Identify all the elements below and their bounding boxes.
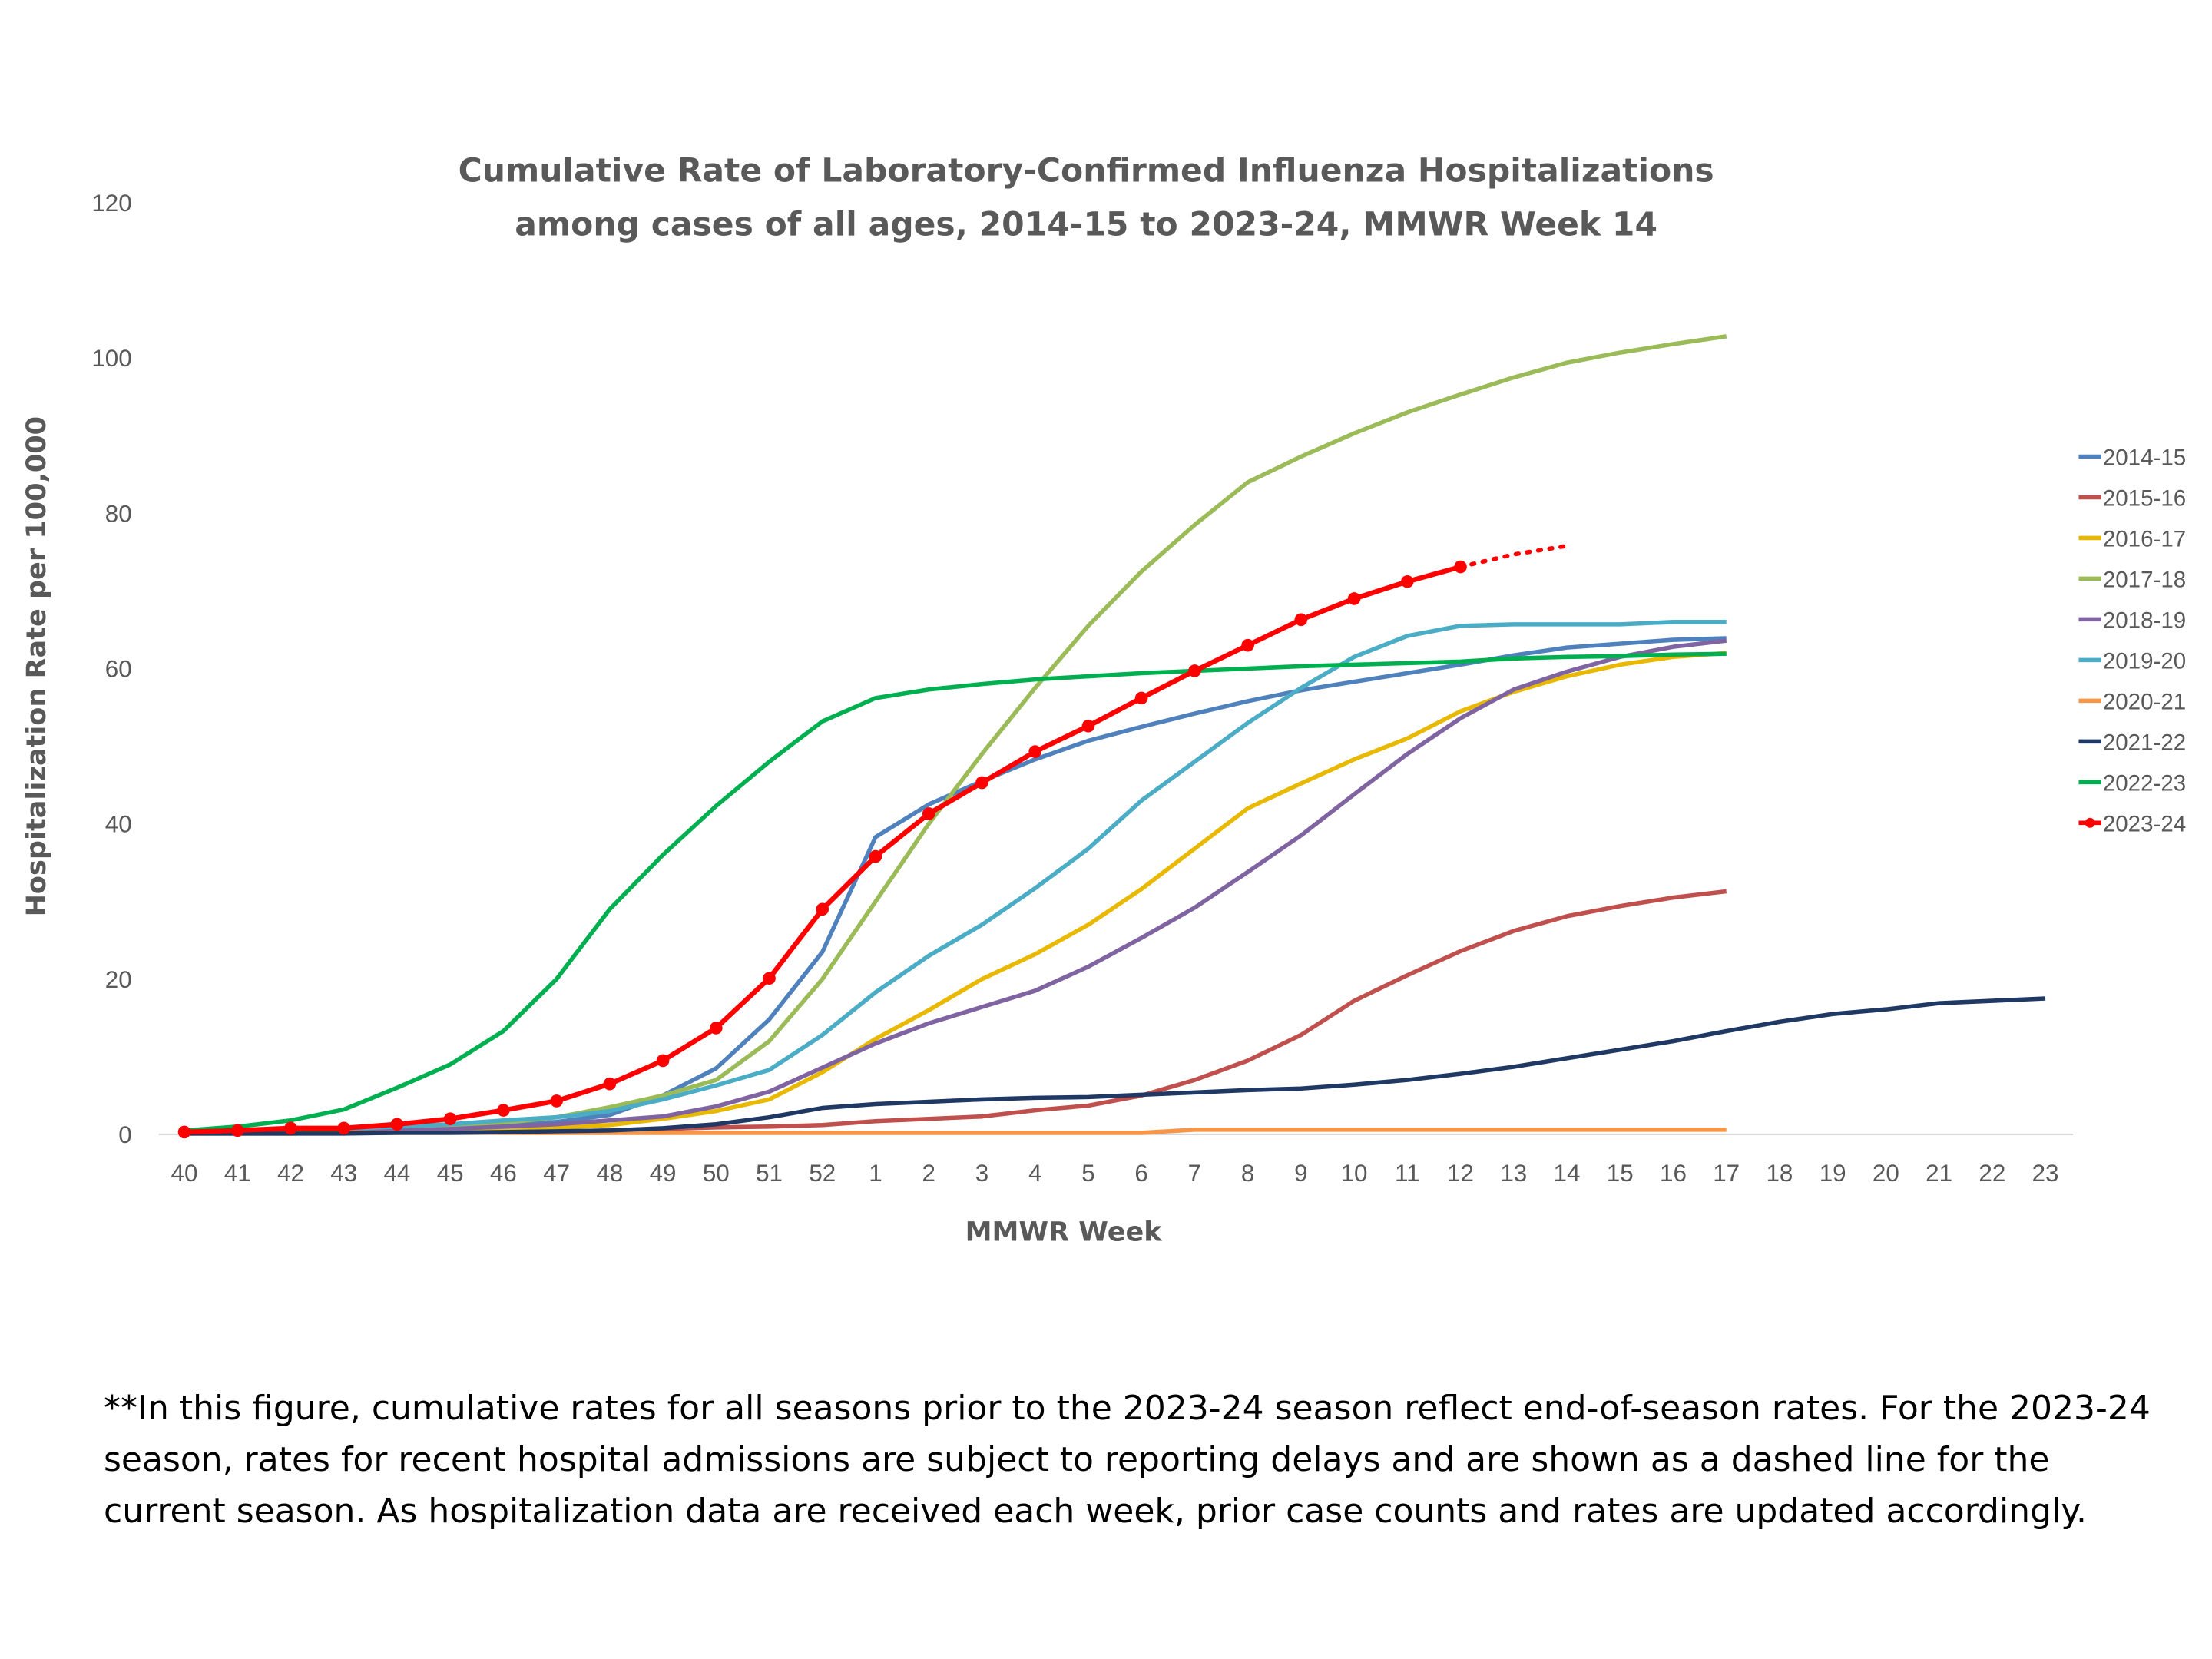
data-point-2023-24 bbox=[1294, 613, 1308, 627]
x-tick-label: 40 bbox=[171, 1160, 198, 1187]
data-point-2023-24 bbox=[1241, 638, 1254, 652]
series-line-2019-20 bbox=[184, 620, 1727, 1135]
x-tick-label: 15 bbox=[1607, 1160, 1634, 1187]
series-line-2021-22 bbox=[184, 996, 2046, 1136]
x-tick-label: 8 bbox=[1241, 1160, 1254, 1187]
x-tick-label: 7 bbox=[1188, 1160, 1201, 1187]
y-axis-label: Hospitalization Rate per 100,000 bbox=[21, 416, 52, 916]
y-tick-label: 20 bbox=[105, 966, 132, 993]
y-tick-label: 120 bbox=[91, 190, 131, 217]
data-point-2023-24 bbox=[284, 1121, 297, 1135]
data-point-2023-24 bbox=[550, 1094, 563, 1108]
y-tick-label: 80 bbox=[105, 500, 132, 527]
x-tick-label: 48 bbox=[596, 1160, 623, 1187]
legend-label: 2021-22 bbox=[2103, 730, 2186, 755]
legend-label: 2017-18 bbox=[2103, 567, 2186, 592]
x-tick-label: 2 bbox=[922, 1160, 935, 1187]
x-tick-label: 14 bbox=[1554, 1160, 1581, 1187]
data-point-2023-24 bbox=[603, 1077, 617, 1091]
data-point-2023-24 bbox=[656, 1054, 670, 1068]
legend-label: 2016-17 bbox=[2103, 527, 2186, 552]
x-tick-label: 4 bbox=[1028, 1160, 1041, 1187]
x-tick-label: 10 bbox=[1341, 1160, 1368, 1187]
legend-label: 2019-20 bbox=[2103, 648, 2186, 674]
x-tick-label: 42 bbox=[277, 1160, 304, 1187]
x-tick-label: 18 bbox=[1766, 1160, 1793, 1187]
data-point-2023-24 bbox=[1188, 664, 1201, 677]
data-point-2023-24 bbox=[1134, 691, 1148, 705]
series-line-2022-23 bbox=[184, 651, 1727, 1133]
data-point-2023-24 bbox=[1081, 719, 1095, 733]
data-point-2023-24 bbox=[443, 1112, 457, 1126]
series-line-2016-17 bbox=[184, 651, 1727, 1136]
legend-marker bbox=[2085, 817, 2095, 828]
legend-label: 2023-24 bbox=[2103, 811, 2186, 836]
x-tick-label: 20 bbox=[1873, 1160, 1899, 1187]
x-tick-label: 13 bbox=[1500, 1160, 1527, 1187]
x-tick-label: 1 bbox=[869, 1160, 882, 1187]
legend-label: 2015-16 bbox=[2103, 486, 2186, 512]
x-tick-label: 11 bbox=[1395, 1160, 1420, 1187]
x-tick-label: 9 bbox=[1294, 1160, 1307, 1187]
x-tick-label: 50 bbox=[703, 1160, 730, 1187]
x-tick-label: 45 bbox=[437, 1160, 464, 1187]
legend-label: 2022-23 bbox=[2103, 770, 2186, 796]
series-line-2018-19 bbox=[184, 638, 1727, 1136]
x-tick-label: 44 bbox=[383, 1160, 410, 1187]
data-point-2023-24 bbox=[390, 1118, 404, 1131]
x-tick-label: 12 bbox=[1447, 1160, 1474, 1187]
data-point-2023-24 bbox=[1347, 592, 1361, 605]
data-point-2023-24 bbox=[922, 807, 935, 820]
data-point-2023-24 bbox=[1401, 575, 1414, 588]
y-tick-label: 0 bbox=[118, 1121, 131, 1148]
x-tick-label: 23 bbox=[2032, 1160, 2059, 1187]
data-point-2023-24 bbox=[869, 849, 882, 863]
data-point-2023-24 bbox=[1028, 745, 1041, 758]
chart-title-line-2: among cases of all ages, 2014-15 to 2023… bbox=[515, 206, 1657, 243]
data-point-2023-24 bbox=[975, 776, 988, 790]
legend-label: 2014-15 bbox=[2103, 445, 2186, 471]
data-point-2023-24 bbox=[1454, 560, 1467, 574]
data-point-2023-24 bbox=[230, 1124, 244, 1137]
x-tick-label: 43 bbox=[330, 1160, 357, 1187]
x-tick-label: 49 bbox=[650, 1160, 677, 1187]
footnote: **In this figure, cumulative rates for a… bbox=[104, 1389, 2151, 1531]
x-tick-label: 16 bbox=[1660, 1160, 1687, 1187]
series-line-2014-15 bbox=[184, 636, 1727, 1135]
x-tick-label: 3 bbox=[975, 1160, 988, 1187]
data-point-2023-24 bbox=[177, 1125, 191, 1139]
x-tick-label: 19 bbox=[1820, 1160, 1846, 1187]
series-dashed-line-2023-24 bbox=[1458, 543, 1569, 569]
x-tick-label: 21 bbox=[1926, 1160, 1952, 1187]
data-point-2023-24 bbox=[816, 902, 830, 916]
y-tick-label: 100 bbox=[91, 345, 131, 372]
x-tick-label: 6 bbox=[1134, 1160, 1147, 1187]
y-tick-label: 40 bbox=[105, 811, 132, 838]
series-line-2015-16 bbox=[184, 889, 1727, 1136]
x-tick-label: 47 bbox=[543, 1160, 570, 1187]
x-tick-label: 22 bbox=[1979, 1160, 2005, 1187]
x-tick-label: 41 bbox=[224, 1160, 251, 1187]
legend-label: 2020-21 bbox=[2103, 689, 2186, 714]
data-point-2023-24 bbox=[337, 1121, 350, 1135]
data-point-2023-24 bbox=[710, 1022, 723, 1035]
data-point-2023-24 bbox=[763, 972, 776, 985]
chart-title-line-1: Cumulative Rate of Laboratory-Confirmed … bbox=[459, 152, 1714, 190]
series-line-2017-18 bbox=[184, 334, 1727, 1134]
y-tick-label: 60 bbox=[105, 656, 132, 683]
x-tick-label: 51 bbox=[756, 1160, 783, 1187]
x-tick-label: 46 bbox=[490, 1160, 517, 1187]
x-tick-label: 17 bbox=[1713, 1160, 1740, 1187]
x-tick-label: 52 bbox=[809, 1160, 836, 1187]
x-axis-label: MMWR Week bbox=[965, 1216, 1163, 1247]
x-tick-label: 5 bbox=[1081, 1160, 1094, 1187]
data-point-2023-24 bbox=[497, 1104, 510, 1117]
legend-label: 2018-19 bbox=[2103, 608, 2186, 633]
series-line-2023-24 bbox=[184, 564, 1462, 1135]
